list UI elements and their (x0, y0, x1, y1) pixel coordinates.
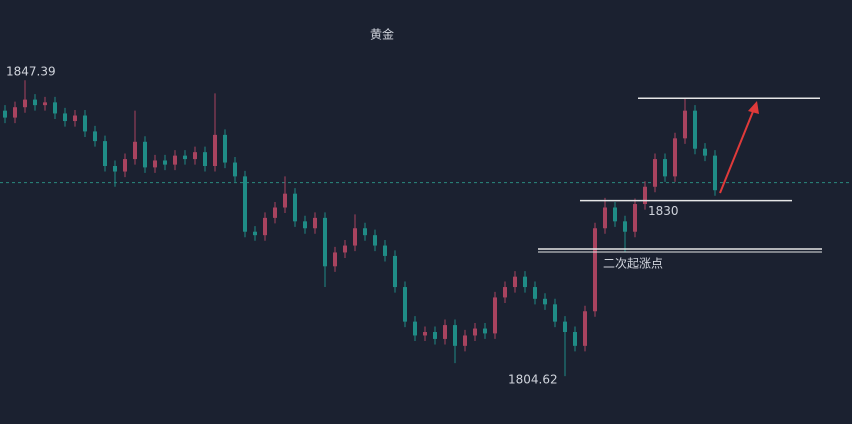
candle-body (103, 141, 107, 167)
candle-body (123, 159, 127, 172)
candle-body (313, 217, 317, 229)
candle-body (283, 193, 287, 208)
candle-body (33, 99, 37, 106)
candle-body (163, 160, 167, 165)
candle-body (303, 221, 307, 229)
candle-body (583, 311, 587, 346)
candle-body (73, 115, 77, 122)
candle-body (63, 113, 67, 122)
candle-body (323, 217, 327, 267)
plot: 1830 二次起涨点 1847.39 1804.62 (0, 65, 852, 387)
candle-body (13, 107, 17, 118)
candle-body (293, 193, 297, 222)
candle-body (643, 186, 647, 205)
candle-body (473, 328, 477, 336)
candle-body (453, 325, 457, 346)
candle-body (143, 141, 147, 168)
candle-body (83, 115, 87, 132)
candle-body (243, 176, 247, 232)
candle-body (603, 207, 607, 229)
candle-body (533, 287, 537, 299)
candle-body (483, 328, 487, 334)
candle-body (523, 276, 527, 288)
candle-body (403, 287, 407, 322)
candle-body (383, 245, 387, 256)
candle-body (113, 166, 117, 172)
high-label: 1847.39 (6, 65, 56, 79)
low-label: 1804.62 (508, 373, 558, 387)
arrow-shaft (719, 108, 755, 194)
candle-body (513, 276, 517, 288)
arrow-head (748, 101, 759, 114)
candle-body (353, 228, 357, 246)
candle-body (653, 159, 657, 187)
candle-body (503, 287, 507, 298)
candle-body (563, 321, 567, 333)
candle-body (3, 110, 7, 118)
candle-body (673, 138, 677, 177)
candle-body (433, 332, 437, 339)
candle-body (343, 245, 347, 253)
candle-body (543, 298, 547, 305)
candle-body (413, 321, 417, 336)
candle-body (593, 228, 597, 312)
candle-body (553, 304, 557, 322)
candle-body (663, 159, 667, 177)
candle-body (573, 332, 577, 346)
candle-body (263, 217, 267, 236)
candle-body (153, 160, 157, 168)
candle-body (173, 155, 177, 165)
candle-body (43, 102, 47, 106)
candle-body (213, 134, 217, 167)
candle-body (193, 152, 197, 160)
candle-body (363, 228, 367, 236)
candle-body (713, 155, 717, 191)
candle-body (333, 252, 337, 267)
candle-body (613, 207, 617, 222)
candle-body (633, 204, 637, 232)
candle-body (493, 297, 497, 334)
candle-body (423, 332, 427, 336)
candle-body (703, 148, 707, 156)
candle-body (93, 131, 97, 142)
candle-body (683, 110, 687, 139)
candle-body (253, 231, 257, 236)
candle-body (133, 141, 137, 160)
candle-body (443, 325, 447, 339)
level-label: 1830 (648, 204, 679, 218)
chart-title: 黄金 (370, 27, 394, 42)
candle-body (393, 255, 397, 288)
candle-body (53, 102, 57, 114)
candle-body (183, 155, 187, 160)
candle-body (223, 134, 227, 163)
candle-body (203, 152, 207, 167)
candle-body (693, 110, 697, 149)
candle-body (463, 335, 467, 346)
candle-body (273, 207, 277, 218)
candle-body (623, 221, 627, 232)
level-label: 二次起涨点 (603, 256, 663, 271)
candle-body (233, 162, 237, 177)
candle-body (373, 235, 377, 246)
candle-body (23, 99, 27, 108)
